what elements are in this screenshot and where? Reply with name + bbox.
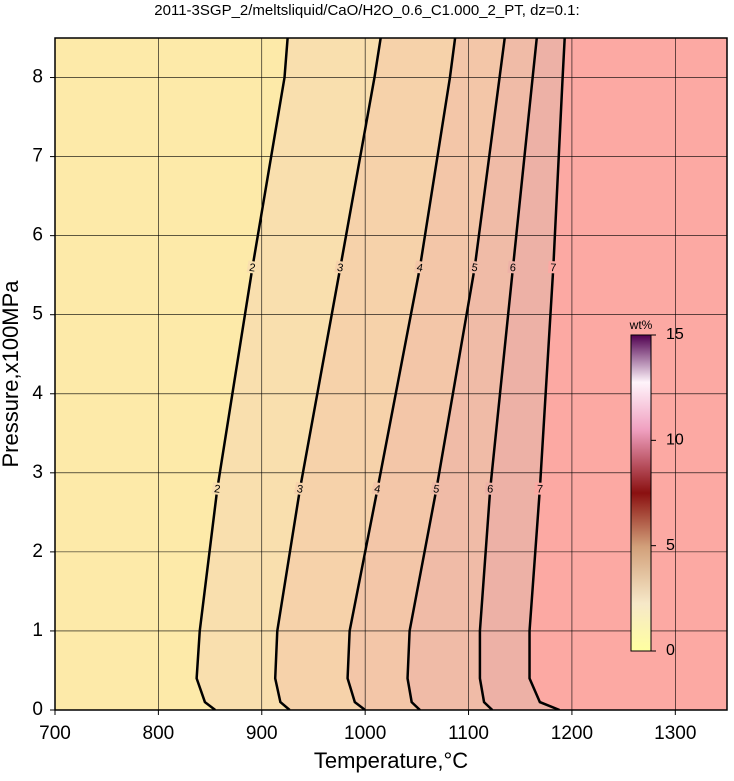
x-tick-label: 1000: [344, 723, 386, 744]
contour-label-bg: [484, 482, 496, 496]
plot-area: [55, 38, 727, 710]
x-tick-label: 1300: [654, 723, 696, 744]
contour-line: [406, 38, 506, 710]
contour-label: 6: [509, 262, 516, 275]
colorbar-label: wt%: [629, 318, 653, 332]
contour-label: 2: [213, 483, 221, 496]
contour-label-group: 3: [334, 260, 347, 275]
y-tick-label: 7: [32, 146, 43, 167]
contour-label-bg: [294, 481, 306, 496]
contour-label-group: 4: [371, 481, 384, 496]
contour-label-bg: [334, 260, 347, 275]
colorbar: [630, 334, 652, 652]
contour-label: 6: [487, 483, 494, 496]
y-tick-label: 3: [32, 462, 43, 483]
contour-label-group: 5: [430, 481, 443, 496]
contour-label-bg: [413, 260, 426, 275]
contour-label: 5: [471, 262, 479, 275]
x-tick-label: 1100: [448, 723, 489, 744]
overlay: 2 2 3 3 4 4 5 5 6 6 7 7: [211, 260, 559, 496]
contour-label-group: 6: [484, 482, 496, 496]
contour-label: 5: [432, 483, 440, 496]
contour-label-bg: [246, 260, 259, 274]
contour-label-bg: [534, 482, 546, 495]
y-tick-label: 0: [32, 699, 43, 720]
contour-line: [346, 38, 457, 710]
colorbar-tick-label: 15: [666, 326, 684, 343]
contour-label-group: 2: [211, 481, 224, 496]
contour-label: 3: [296, 483, 304, 496]
x-tick-label: 700: [39, 723, 71, 744]
colorbar-tick-label: 5: [666, 537, 675, 554]
contour-line: [195, 38, 289, 710]
x-tick-label: 1200: [551, 723, 593, 744]
x-axis-label: Temperature,°C: [314, 748, 468, 773]
colorbar-tick-label: 0: [666, 642, 675, 659]
colorbar-tick-label: 10: [666, 432, 684, 449]
contour-label-group: 7: [547, 261, 559, 274]
x-tick-label: 800: [143, 723, 175, 744]
y-tick-label: 6: [32, 225, 43, 246]
y-tick-label: 1: [32, 620, 43, 641]
contour-label-bg: [371, 481, 384, 496]
contour-band: [529, 38, 727, 710]
contour-label-group: 7: [534, 482, 546, 496]
contour-line: [528, 38, 566, 710]
contour-label-group: 6: [507, 260, 519, 275]
y-tick-label: 4: [32, 383, 43, 404]
plot-frame: [54, 37, 728, 711]
contour-label-bg: [430, 481, 443, 496]
contour-line: [478, 38, 539, 710]
contour-label-bg: [547, 261, 559, 274]
contour-label-bg: [507, 260, 519, 274]
contour-label-bg: [211, 481, 224, 496]
contour-label-bg: [468, 260, 481, 274]
y-tick-label: 8: [32, 67, 43, 88]
contour-label: 7: [550, 262, 557, 274]
contour-label-group: 2: [246, 260, 259, 275]
contour-label: 4: [373, 483, 381, 496]
contour-label-group: 5: [468, 260, 481, 275]
contour-label: 4: [416, 262, 424, 275]
contour-label-group: 4: [413, 260, 426, 275]
contour-line: [273, 38, 382, 710]
contour-label: 3: [336, 262, 344, 275]
chart-title: 2011-3SGP_2/meltsliquid/CaO/H2O_0.6_C1.0…: [154, 2, 579, 19]
y-tick-label: 2: [32, 541, 43, 562]
x-tick-label: 900: [246, 723, 278, 744]
y-tick-label: 5: [32, 304, 43, 325]
contour-label-group: 3: [294, 481, 306, 496]
contour-label: 7: [536, 483, 543, 495]
y-axis-label: Pressure,x100MPa: [0, 280, 23, 468]
contour-label: 2: [248, 262, 256, 275]
